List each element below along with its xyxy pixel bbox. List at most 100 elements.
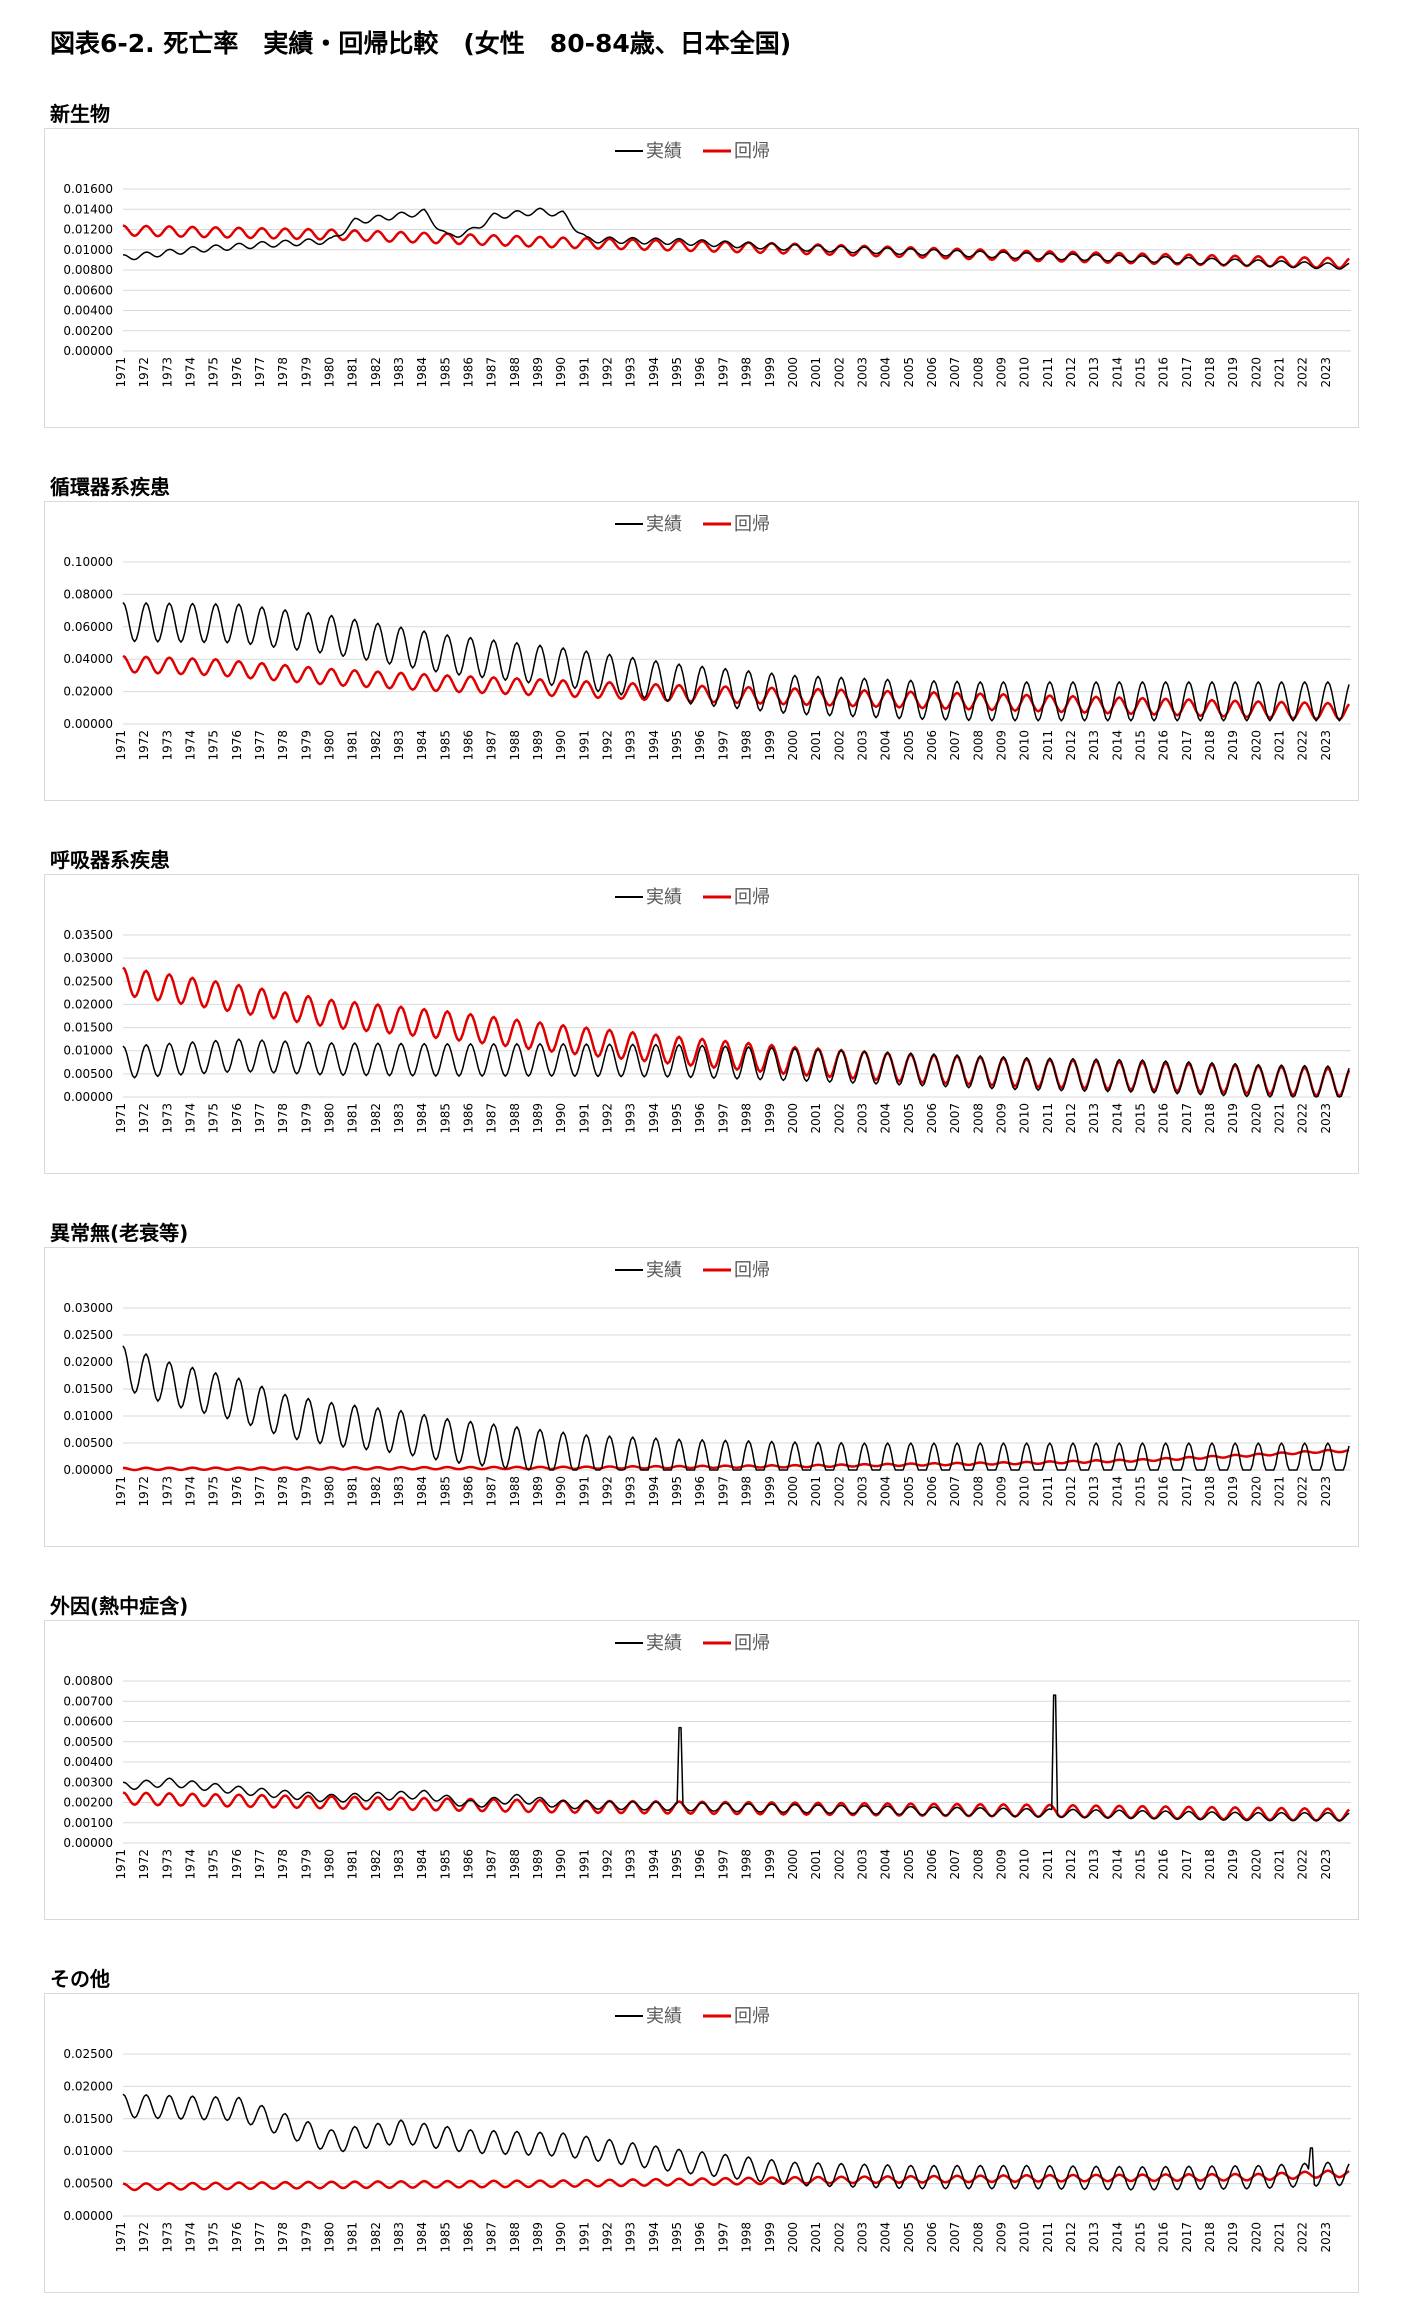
y-tick-label: 0.02500 (63, 974, 113, 988)
x-tick-label: 1991 (577, 1849, 591, 1880)
x-tick-label: 2010 (1018, 2222, 1032, 2253)
x-tick-label: 1983 (392, 2222, 406, 2253)
x-tick-label: 1979 (299, 357, 313, 388)
x-tick-label: 1998 (740, 1476, 754, 1507)
x-tick-label: 2017 (1180, 2222, 1194, 2253)
series-line-regression (122, 654, 1351, 721)
x-tick-label: 2014 (1110, 1849, 1124, 1880)
x-tick-label: 1971 (114, 1103, 128, 1134)
x-tick-label: 1975 (207, 1849, 221, 1880)
x-tick-label: 1986 (462, 1476, 476, 1507)
x-tick-label: 1973 (160, 1103, 174, 1134)
chart-svg: 0.00800 0.00700 0.00600 0.00500 0.00400 0.003… (63, 1633, 1351, 1880)
legend-label-regression: 回帰 (734, 141, 770, 162)
x-tick-label: 2020 (1249, 357, 1263, 388)
x-tick-label: 1978 (276, 1103, 290, 1134)
chart-title: 新生物 (50, 102, 110, 126)
x-tick-label: 2001 (809, 1476, 823, 1507)
x-tick-label: 1980 (323, 1476, 337, 1507)
x-tick-label: 2015 (1133, 1103, 1147, 1134)
x-tick-label: 1979 (299, 730, 313, 761)
x-tick-label: 2006 (925, 1103, 939, 1134)
y-tick-label: 0.01500 (63, 1382, 113, 1396)
x-tick-label: 1996 (693, 1849, 707, 1880)
x-tick-label: 2010 (1018, 1476, 1032, 1507)
chart-title: 異常無(老衰等) (50, 1221, 189, 1245)
x-tick-label: 2022 (1296, 730, 1310, 761)
x-tick-label: 1973 (160, 2222, 174, 2253)
x-tick-label: 1987 (485, 730, 499, 761)
x-tick-label: 2001 (809, 2222, 823, 2253)
x-tick-label: 2015 (1133, 730, 1147, 761)
x-tick-label: 2018 (1203, 1849, 1217, 1880)
x-tick-label: 1971 (114, 1476, 128, 1507)
series-line-actual (122, 1694, 1350, 1822)
chart-title: 外因(熱中症含) (50, 1594, 189, 1618)
series-line-actual (122, 207, 1350, 270)
x-tick-label: 2003 (855, 1849, 869, 1880)
x-tick-label: 1974 (184, 1476, 198, 1507)
x-tick-label: 1987 (485, 1476, 499, 1507)
y-tick-label: 0.01600 (63, 182, 113, 196)
y-tick-label: 0.00500 (63, 2177, 113, 2191)
x-tick-label: 1987 (485, 1849, 499, 1880)
x-tick-label: 2013 (1087, 730, 1101, 761)
x-tick-label: 1997 (716, 357, 730, 388)
x-tick-label: 1992 (601, 1103, 615, 1134)
x-tick-label: 2013 (1087, 2222, 1101, 2253)
y-tick-label: 0.01000 (63, 243, 113, 257)
chart-title: 呼吸器系疾患 (50, 848, 170, 872)
y-tick-label: 0.00000 (63, 2209, 113, 2223)
x-tick-label: 1977 (253, 357, 267, 388)
x-tick-label: 1998 (740, 2222, 754, 2253)
y-tick-label: 0.01500 (63, 2112, 113, 2126)
x-tick-label: 2005 (902, 1103, 916, 1134)
x-tick-label: 1994 (647, 1849, 661, 1880)
x-tick-label: 2007 (948, 2222, 962, 2253)
x-tick-label: 2015 (1133, 1849, 1147, 1880)
legend-label-actual: 実績 (646, 1260, 682, 1281)
x-tick-label: 1973 (160, 730, 174, 761)
x-tick-label: 2001 (809, 1103, 823, 1134)
x-tick-label: 1995 (670, 357, 684, 388)
y-tick-label: 0.00600 (63, 1715, 113, 1729)
x-tick-label: 1986 (462, 1849, 476, 1880)
x-tick-label: 2017 (1180, 730, 1194, 761)
y-tick-label: 0.00400 (63, 1755, 113, 1769)
x-tick-label: 2010 (1018, 1849, 1032, 1880)
x-tick-label: 2002 (832, 2222, 846, 2253)
x-tick-label: 1990 (554, 1849, 568, 1880)
x-tick-label: 1988 (508, 2222, 522, 2253)
x-tick-label: 1974 (184, 2222, 198, 2253)
legend-label-regression: 回帰 (734, 1633, 770, 1654)
x-tick-label: 1979 (299, 1849, 313, 1880)
x-tick-label: 2005 (902, 1476, 916, 1507)
x-tick-label: 1997 (716, 1849, 730, 1880)
x-tick-label: 2023 (1319, 1476, 1333, 1507)
y-tick-label: 0.06000 (63, 620, 113, 634)
y-tick-label: 0.00300 (63, 1775, 113, 1789)
y-tick-label: 0.03000 (63, 951, 113, 965)
x-tick-label: 2006 (925, 1476, 939, 1507)
x-tick-label: 2008 (971, 730, 985, 761)
y-tick-label: 0.01000 (63, 1044, 113, 1058)
x-tick-label: 2009 (994, 1849, 1008, 1880)
y-tick-label: 0.02500 (63, 2047, 113, 2061)
x-tick-label: 1973 (160, 1476, 174, 1507)
x-tick-label: 1984 (415, 1476, 429, 1507)
x-tick-label: 2006 (925, 2222, 939, 2253)
x-tick-label: 1984 (415, 730, 429, 761)
y-tick-label: 0.00100 (63, 1816, 113, 1830)
x-tick-label: 1989 (531, 2222, 545, 2253)
x-tick-label: 1983 (392, 357, 406, 388)
x-tick-label: 2001 (809, 357, 823, 388)
y-tick-label: 0.01500 (63, 1021, 113, 1035)
x-tick-label: 2010 (1018, 730, 1032, 761)
x-tick-label: 2013 (1087, 1103, 1101, 1134)
x-tick-label: 1978 (276, 357, 290, 388)
y-tick-label: 0.01000 (63, 2144, 113, 2158)
y-tick-label: 0.00200 (63, 1796, 113, 1810)
x-tick-label: 1994 (647, 1476, 661, 1507)
chart-section: 呼吸器系疾患 0.03500 0.03000 0.02500 0.02000 0.0150… (44, 844, 1359, 1174)
chart-area: 0.10000 0.08000 0.06000 0.04000 0.02000 0.000… (44, 501, 1359, 801)
